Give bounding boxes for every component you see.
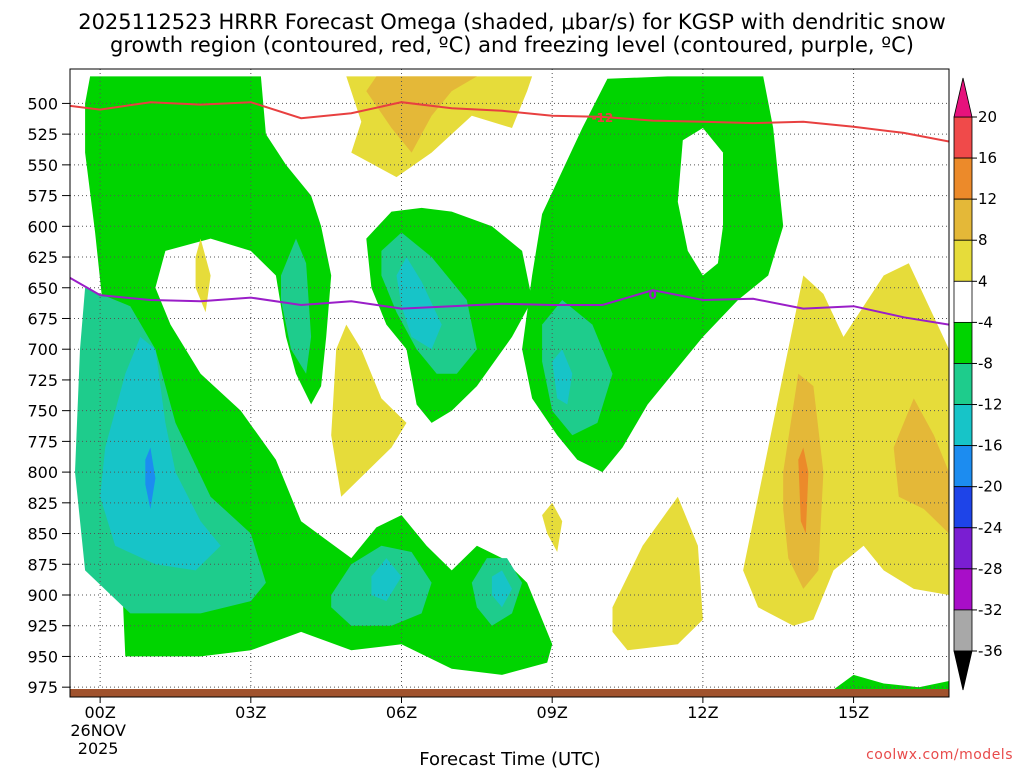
omega-region-21 [542,502,563,552]
omega-region-19 [195,238,211,313]
x-tick-year: 2025 [78,739,119,758]
colorbar-bin--32-to--28 [953,568,973,611]
y-tick-label-525: 525 [27,125,58,144]
x-tick-label-06Z: 06Z [386,703,417,722]
y-tick-label-725: 725 [27,371,58,390]
credit-label: coolwx.com/models [866,747,1013,763]
y-tick-label-600: 600 [27,217,58,236]
colorbar-label--8: -8 [978,354,993,372]
colorbar-label-8: 8 [978,231,988,249]
colorbar-under-triangle [953,650,973,691]
colorbar-bin--8-to--4 [953,321,973,364]
colorbar-label--12: -12 [978,396,1003,414]
colorbar-bin--4-to-4 [953,280,973,323]
plot-area: -12 0 [70,69,949,697]
omega-region-26 [798,447,809,534]
omega-region-8 [542,300,613,436]
colorbar-bin--20-to--16 [953,445,973,488]
x-tick-label-15Z: 15Z [838,703,869,722]
omega-region-3 [677,128,723,276]
y-tick-label-500: 500 [27,94,58,113]
omega-region-22 [612,496,703,651]
x-tick-label-03Z: 03Z [235,703,266,722]
colorbar-label--24: -24 [978,519,1003,537]
x-axis-label: Forecast Time (UTC) [419,749,600,768]
colorbar-label-4: 4 [978,272,988,290]
colorbar-label--20: -20 [978,478,1003,496]
y-tick-label-550: 550 [27,156,58,175]
y-tick-label-975: 975 [27,678,58,697]
colorbar-bin--28-to--24 [953,527,973,570]
omega-region-11 [100,336,221,571]
colorbar-bin--16-to--12 [953,404,973,447]
colorbar-label--28: -28 [978,560,1003,578]
colorbar-label-12: 12 [978,190,997,208]
colorbar-label--32: -32 [978,601,1003,619]
colorbar-over-triangle [953,77,973,118]
y-tick-label-825: 825 [27,494,58,513]
contour-label-1: 0 [648,288,656,302]
omega-region-16 [145,447,156,509]
x-tick-label-00Z: 00Z [84,703,115,722]
colorbar-bin-16-to-20 [953,116,973,159]
y-tick-label-625: 625 [27,248,58,267]
y-axis: 500 525 550 575 600 625 650 675 700 725 750 775 800 8… [27,94,70,697]
chart-title-line-2: growth region (contoured, red, ºC) and f… [110,33,914,57]
y-tick-label-950: 950 [27,647,58,666]
omega-region-6 [281,238,312,374]
omega-region-15 [491,570,512,608]
colorbar-label--36: -36 [978,642,1003,660]
omega-region-14 [371,558,402,602]
omega-region-20 [331,324,407,497]
x-tick-date: 26NOV [70,721,126,740]
y-tick-label-675: 675 [27,309,58,328]
contour-label-0: -12 [592,111,614,125]
omega-region-25 [893,398,949,534]
colorbar-label-20: 20 [978,108,997,126]
colorbar-label--16: -16 [978,437,1003,455]
temperature-contours: -12 0 [70,101,949,326]
x-tick-label-12Z: 12Z [687,703,718,722]
colorbar-bin--24-to--20 [953,486,973,529]
y-tick-label-575: 575 [27,187,58,206]
y-tick-label-750: 750 [27,402,58,421]
y-tick-label-650: 650 [27,279,58,298]
colorbar: 20 16 12 8 4 -4 -8 -12 -16 -20 -24 -28 -32 -36 [953,77,1003,691]
y-tick-label-900: 900 [27,586,58,605]
omega-shading [75,76,949,697]
y-tick-label-850: 850 [27,525,58,544]
x-tick-label-09Z: 09Z [537,703,568,722]
terrain-bar [70,689,949,697]
chart-title-line-1: 2025112523 HRRR Forecast Omega (shaded, … [78,10,946,34]
y-tick-label-775: 775 [27,432,58,451]
contour-line-0 [70,101,949,143]
contour-line-1 [70,277,949,326]
omega-region-12 [396,257,442,350]
colorbar-bin-12-to-16 [953,157,973,200]
y-tick-label-800: 800 [27,463,58,482]
plot-frame [69,68,950,698]
colorbar-bin--12-to--8 [953,363,973,405]
colorbar-bin-8-to-12 [953,198,973,241]
colorbar-bin--36-to--32 [953,609,973,652]
y-tick-label-700: 700 [27,340,58,359]
grid [70,69,949,697]
omega-region-13 [552,349,573,405]
colorbar-label--4: -4 [978,313,993,331]
y-tick-label-875: 875 [27,555,58,574]
y-tick-label-925: 925 [27,617,58,636]
colorbar-bin-4-to-8 [953,239,973,282]
omega-region-18 [366,76,477,153]
colorbar-label-16: 16 [978,149,997,167]
